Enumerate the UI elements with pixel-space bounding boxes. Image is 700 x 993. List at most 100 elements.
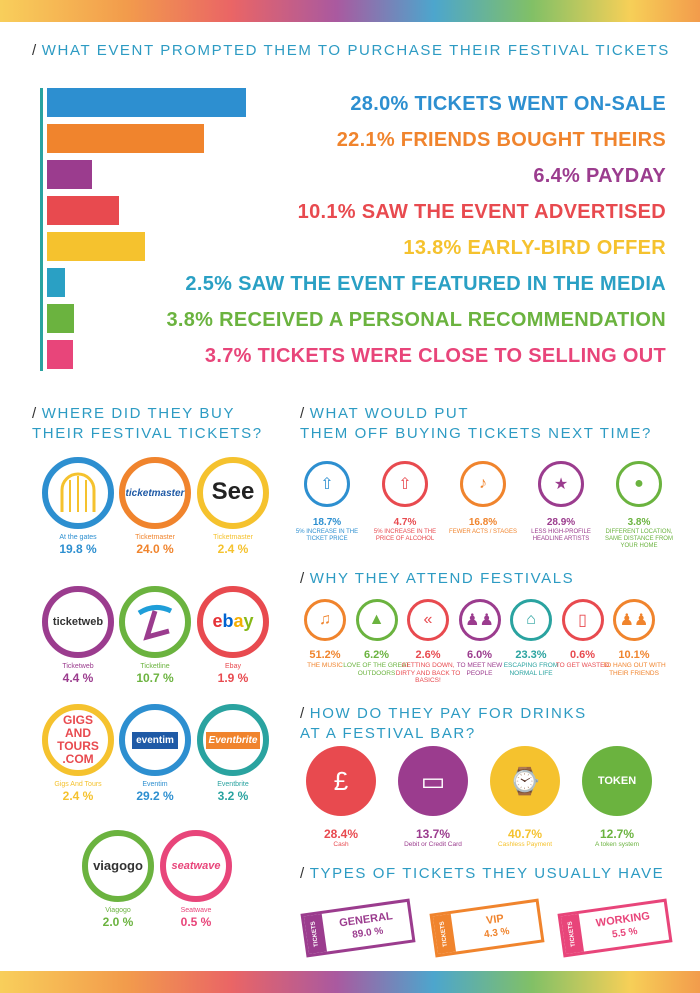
heading-where-bought: / WHERE DID THEY BUY THEIR FESTIVAL TICKET… [32, 404, 263, 444]
bar-axis [40, 88, 43, 371]
why-value-6: 10.1% [618, 649, 650, 661]
tree-icon: ▲ [355, 599, 398, 641]
heading-text: WHY THEY ATTEND FESTIVALS [309, 570, 575, 587]
bar-1 [47, 124, 205, 153]
bar-7 [47, 340, 74, 369]
GIGS AND TOURS .COM-logo: GIGS AND TOURS .COM [57, 713, 99, 766]
heading-pay-drinks: / HOW DO THEY PAY FOR DRINKS AT A FESTIVAL… [300, 704, 587, 744]
bottom-color-band [0, 971, 700, 993]
vendor-value-0: 19.8 % [59, 542, 97, 556]
vendor-value-5: 1.9 % [217, 671, 249, 685]
vendor-value-4: 10.7 % [136, 671, 174, 685]
put-off-value-2: 16.8% [468, 517, 498, 528]
bar-0 [47, 88, 246, 117]
vendor-logo-2: See [197, 457, 269, 529]
heading-slash: / [300, 705, 306, 722]
vendor-name-1: Ticketmaster [135, 534, 175, 541]
vendor-value-3: 4.4 % [62, 671, 94, 685]
viagogo-logo: viagogo [93, 858, 143, 873]
See-logo: See [211, 477, 255, 505]
ticket-text: WORKING 5.5 % [580, 908, 669, 946]
heading-text-line2: THEM OFF BUYING TICKETS NEXT TIME? [300, 425, 652, 442]
vendor-logo-1: ticketmaster [119, 457, 191, 529]
drink-caption-3: A token system [594, 841, 640, 848]
put-off-caption-2: FEWER ACTS / STAGES [449, 529, 517, 535]
ticket-type-0: TICKETS GENERAL 89.0 % [300, 898, 416, 958]
heading-text-line1: WHAT WOULD PUT [309, 405, 470, 422]
star-performer-icon: ★ [538, 461, 584, 507]
vendor-logo-10: seatwave [160, 830, 232, 902]
people-icon: ♟♟ [458, 599, 501, 641]
why-value-5: 0.6% [569, 649, 596, 661]
why-caption-1: LOVE OF THE GREAT OUTDOORS [343, 662, 410, 677]
token-icon: TOKEN [582, 746, 652, 816]
vendor-name-6: Gigs And Tours [54, 781, 102, 788]
gate-logo [58, 470, 98, 517]
vendor-name-0: At the gates [59, 534, 97, 541]
vendor-name-2: Ticketmaster [213, 534, 253, 541]
ticket-arrow-icon: ⇧ [304, 461, 350, 507]
bar-label-2: 6.4% PAYDAY [533, 165, 666, 187]
ebay-logo: ebay [212, 610, 254, 631]
top-color-band [0, 0, 700, 22]
token-label: TOKEN [597, 775, 637, 787]
vendor-logo-3: ticketweb [42, 586, 114, 658]
heading-why-attend: / WHY THEY ATTEND FESTIVALS [300, 569, 574, 589]
vendor-value-9: 2.0 % [102, 915, 134, 929]
drink-caption-1: Debit or Credit Card [404, 841, 462, 848]
heading-slash: / [300, 570, 306, 587]
why-caption-5: TO GET WASTED [555, 662, 610, 669]
why-value-1: 6.2% [363, 649, 390, 661]
put-off-caption-3: LESS HIGH-PROFILE HEADLINE ARTISTS [531, 529, 591, 542]
put-off-caption-4: DIFFERENT LOCATION, SAME DISTANCE FROM Y… [605, 529, 673, 549]
drink-value-3: 12.7% [599, 827, 635, 841]
ticket-stub-label: TICKETS [310, 920, 321, 948]
put-off-value-3: 28.9% [546, 517, 576, 528]
bottle-arrow-icon: ⇧ [382, 461, 428, 507]
heading-slash: / [300, 405, 306, 422]
put-off-value-4: 3.8% [627, 517, 651, 528]
why-caption-6: TO HANG OUT WITH THEIR FRIENDS [602, 662, 666, 677]
put-off-caption-1: 5% INCREASE IN THE PRICE OF ALCOHOL [373, 529, 437, 542]
wristband-icon: ⌚ [490, 746, 560, 816]
vendor-name-3: Ticketweb [62, 663, 94, 670]
why-value-2: 2.6% [415, 649, 441, 661]
drink-value-1: 13.7% [415, 827, 451, 841]
vendor-value-7: 29.2 % [136, 789, 174, 803]
vendor-logo-0 [42, 457, 114, 529]
vendor-name-4: Ticketline [140, 663, 170, 670]
bar-3 [47, 196, 119, 225]
vendor-name-7: Eventim [142, 781, 168, 788]
eventim-logo: eventim [132, 732, 178, 749]
vendor-name-9: Viagogo [105, 907, 131, 914]
heading-ticket-types: / TYPES OF TICKETS THEY USUALLY HAVE [300, 864, 664, 884]
Eventbrite-logo: Eventbrite [205, 732, 261, 749]
heading-text-line1: WHERE DID THEY BUY [41, 405, 236, 422]
ticket-text: GENERAL 89.0 % [323, 908, 412, 946]
bar-4 [47, 232, 146, 261]
bar-6 [47, 304, 74, 333]
heading-purchase-trigger: / WHAT EVENT PROMPTED THEM TO PURCHASE TH… [32, 41, 670, 61]
drink-value-0: 28.4% [323, 827, 359, 841]
put-off-value-1: 4.7% [393, 517, 417, 528]
put-off-caption-0: 5% INCREASE IN THE TICKET PRICE [295, 529, 359, 542]
put-off-value-0: 18.7% [312, 517, 342, 528]
drink-value-2: 40.7% [507, 827, 543, 841]
bar-5 [47, 268, 65, 297]
ticket-type-1: TICKETS VIP 4.3 % [429, 898, 545, 958]
why-value-0: 51.2% [309, 649, 341, 661]
vendor-logo-7: eventim [119, 704, 191, 776]
vendor-logo-5: ebay [197, 586, 269, 658]
heading-text: WHAT EVENT PROMPTED THEM TO PURCHASE THE… [41, 42, 670, 59]
bar-2 [47, 160, 93, 189]
ticket-stub-label: TICKETS [439, 920, 450, 948]
why-caption-0: THE MUSIC [307, 662, 343, 669]
credit-card-icon: ▭ [398, 746, 468, 816]
drink-caption-2: Cashless Payment [497, 841, 553, 848]
vendor-value-10: 0.5 % [180, 915, 212, 929]
bar-label-6: 3.8% RECEIVED A PERSONAL RECOMMENDATION [166, 309, 666, 331]
heading-slash: / [32, 405, 38, 422]
location-pin-icon: ● [616, 461, 662, 507]
music-note-icon: ♫ [304, 599, 346, 641]
bar-label-5: 2.5% SAW THE EVENT FEATURED IN THE MEDIA [185, 273, 666, 295]
